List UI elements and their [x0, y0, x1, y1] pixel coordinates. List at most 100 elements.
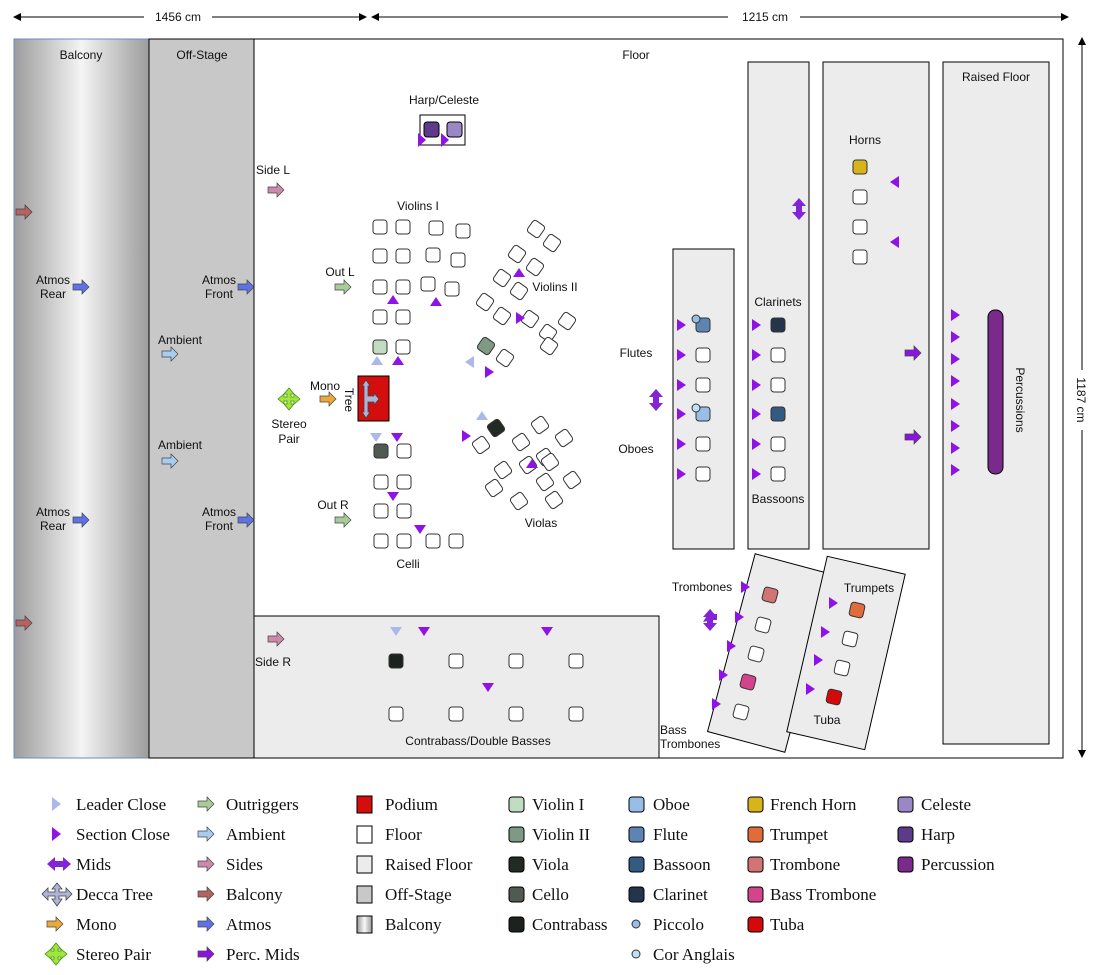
violin1-leader-close-mic	[371, 356, 383, 365]
violin1-seat	[450, 252, 466, 268]
contrabass-leader-close-mic	[390, 627, 402, 636]
balcony-legend-icon	[197, 886, 215, 902]
woodwind-section-close-mic	[752, 468, 761, 480]
trumpet-seat	[848, 601, 866, 619]
clarinet-seat	[770, 317, 786, 333]
cello-leader-close-mic	[370, 433, 382, 442]
violin2-section-close-mic	[513, 268, 525, 277]
violin2-legend-icon	[508, 826, 525, 843]
percussions-label: Percussions	[1013, 367, 1027, 432]
raised-floor-legend-icon	[356, 855, 373, 874]
viola-legend-icon	[508, 856, 525, 873]
violins2-label: Violins II	[532, 280, 577, 294]
out-r-mic	[334, 512, 352, 528]
atmos-rear-mic-top	[72, 279, 90, 295]
legend-label: Perc. Mids	[226, 945, 300, 964]
viola-leader-seat	[486, 418, 506, 438]
violin1-seat	[372, 279, 388, 295]
ambient-label-top: Ambient	[158, 333, 203, 347]
legend-label: Bass Trombone	[770, 885, 876, 904]
cello-leader-seat	[373, 443, 389, 459]
out-l-mic	[334, 279, 352, 295]
violin1-seat	[395, 309, 411, 325]
mids-legend-icon	[47, 857, 71, 871]
legend-label: Tuba	[770, 915, 805, 934]
violin2-seat	[492, 268, 512, 288]
atmos-front-mic-bottom	[237, 512, 255, 528]
violin1-section-close-mic	[430, 297, 442, 306]
legend-label: Contrabass	[532, 915, 608, 934]
viola-seat	[471, 435, 491, 455]
ambient-mic-bottom	[161, 453, 179, 469]
bass-label: Bass	[660, 723, 687, 737]
legend-label: Piccolo	[653, 915, 704, 934]
legend-label: Atmos	[226, 915, 271, 934]
section-close-legend-icon	[52, 827, 61, 841]
clarinet-legend-icon	[628, 886, 645, 903]
percussion-bar	[987, 309, 1004, 475]
balcony-label: Balcony	[60, 48, 103, 62]
perc-mids-legend-icon	[197, 946, 215, 962]
woodwind-mids-mic	[649, 389, 663, 411]
floor-legend-icon	[356, 825, 373, 844]
cello-section-close-mic	[387, 492, 399, 501]
cello-seat	[373, 474, 389, 490]
horns-riser	[822, 61, 930, 550]
legend-label: Celeste	[921, 795, 971, 814]
cello-seat	[373, 533, 389, 549]
contrabass-section-close-mic	[541, 627, 553, 636]
flutes-label: Flutes	[620, 346, 653, 360]
outriggers-legend-icon	[197, 796, 215, 812]
decca-tree-mic	[361, 379, 380, 419]
pair-label: Pair	[278, 432, 299, 446]
trombone-section-close-mic	[741, 581, 750, 593]
atmos-rear-label-bottom-2: Rear	[40, 519, 66, 533]
atmos-rear-label-top-2: Rear	[40, 287, 66, 301]
violin2-seat	[507, 244, 527, 264]
percussion-section-close-mic	[951, 309, 960, 321]
woodwind-section-close-mic	[677, 349, 686, 361]
seats-layer	[372, 159, 868, 722]
viola-seat	[484, 478, 504, 498]
cello-seat	[448, 533, 464, 549]
atmos-rear-label-top-1: Atmos	[36, 273, 70, 287]
woodwind-section-close-mic	[677, 379, 686, 391]
raised-floor-label: Raised Floor	[962, 70, 1030, 84]
violin1-legend-icon	[508, 796, 525, 813]
legend-label: Leader Close	[76, 795, 166, 814]
trombone-seat	[754, 616, 772, 634]
atmos-front-label-top-2: Front	[205, 287, 234, 301]
contrabass-leader-seat	[388, 653, 404, 669]
legend-label: Violin II	[532, 825, 590, 844]
violin2-seat	[495, 348, 515, 368]
viola-seat	[544, 490, 564, 510]
legend-label: Mids	[76, 855, 111, 874]
clarinets-label: Clarinets	[754, 295, 801, 309]
perc-mids-mic-top	[904, 345, 922, 361]
legend-label: Oboe	[653, 795, 690, 814]
woodwind-section-close-mic	[752, 349, 761, 361]
viola-seat	[540, 452, 560, 472]
violin2-leader-seat	[476, 336, 496, 356]
atmos-rear-mic-bottom	[72, 512, 90, 528]
legend: Leader Close Section Close Mids Decca Tree M…	[41, 795, 995, 966]
legend-label: Decca Tree	[76, 885, 153, 904]
trombone-seat	[732, 703, 750, 721]
violin1-section-close-mic	[392, 356, 404, 365]
harp-seat	[423, 121, 440, 138]
dimension-width: 1456 cm	[13, 10, 367, 24]
mono-legend-icon	[46, 916, 64, 932]
flute-legend-icon	[628, 826, 645, 843]
violin1-seat	[425, 247, 441, 263]
brass-mids-mic	[703, 609, 717, 631]
percussion-section-close-mic	[951, 420, 960, 432]
trumpet-legend-icon	[747, 826, 764, 843]
trumpet-section-close-mic	[829, 597, 838, 609]
violin1-leader-seat	[372, 339, 388, 355]
violin1-seat	[395, 339, 411, 355]
viola-seat	[530, 415, 550, 435]
trombone-seat	[747, 645, 765, 663]
bassoon-seat	[770, 406, 786, 422]
podium-legend-icon	[356, 795, 373, 814]
floor-label: Floor	[622, 48, 649, 62]
